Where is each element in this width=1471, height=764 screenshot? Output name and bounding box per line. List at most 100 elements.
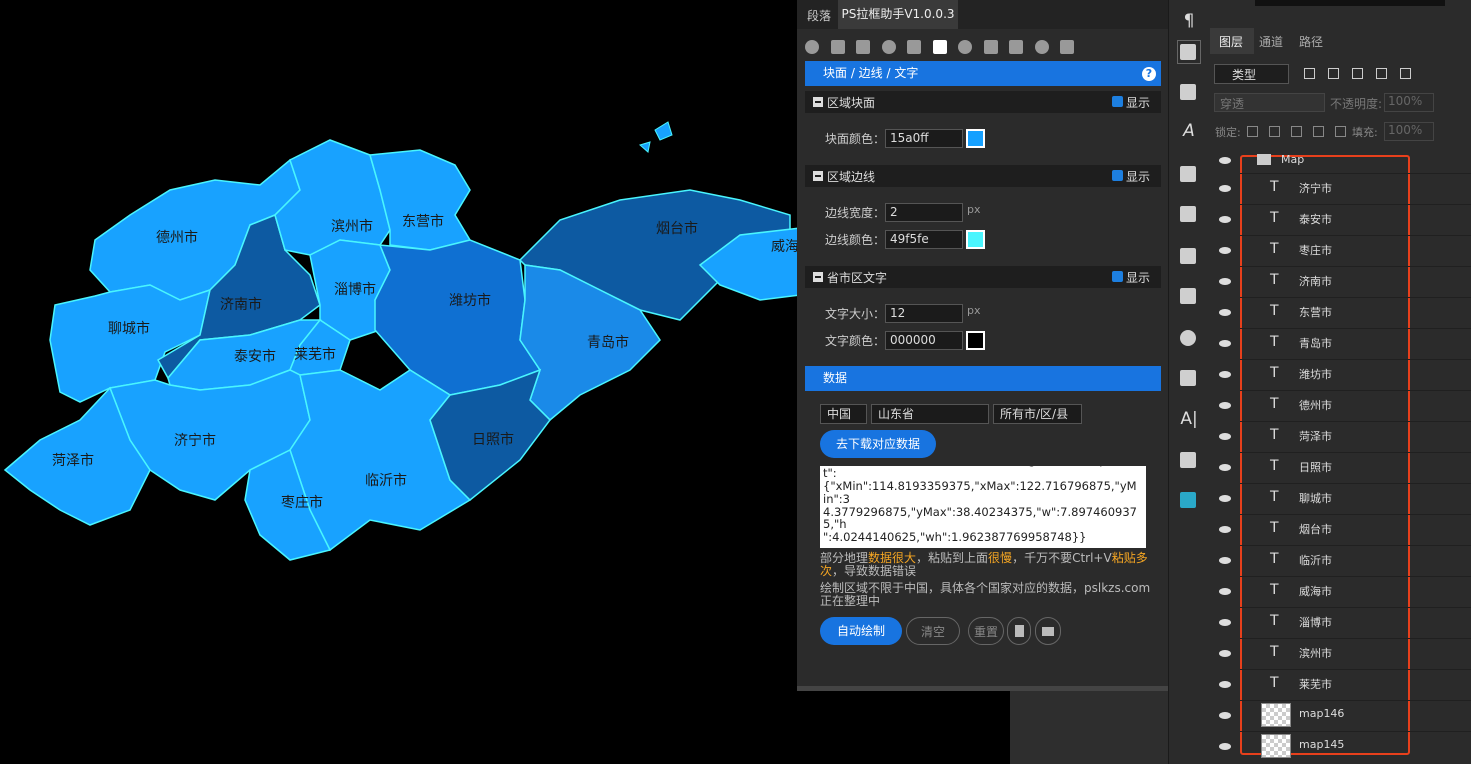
visibility-eye[interactable]	[1219, 216, 1231, 223]
visibility-eye[interactable]	[1219, 712, 1231, 719]
field-input[interactable]: 2	[885, 203, 963, 222]
visibility-eye[interactable]	[1219, 309, 1231, 316]
section-row[interactable]	[805, 91, 1161, 113]
layers-tab[interactable]: 路径	[1299, 35, 1324, 49]
color-swatch[interactable]	[966, 129, 985, 148]
layer-name[interactable]: 泰安市	[1299, 213, 1332, 226]
tool-icon[interactable]	[1180, 84, 1196, 100]
tool-icon[interactable]	[805, 40, 819, 54]
layer-name[interactable]: 济南市	[1299, 275, 1332, 288]
tool-icon[interactable]	[1180, 166, 1196, 182]
layer-name[interactable]: 日照市	[1299, 461, 1332, 474]
section-header[interactable]: 数据	[805, 366, 1161, 391]
tool-icon[interactable]	[958, 40, 972, 54]
filter-icon[interactable]	[1400, 68, 1411, 79]
tool-icon[interactable]	[1180, 452, 1196, 468]
layer-name[interactable]: 枣庄市	[1299, 244, 1332, 257]
tool-glyph[interactable]: A|	[1180, 409, 1198, 429]
tool-icon[interactable]	[907, 40, 921, 54]
tool-icon[interactable]	[830, 40, 845, 54]
color-swatch[interactable]	[966, 230, 985, 249]
layer-name[interactable]: 潍坊市	[1299, 368, 1332, 381]
tool-icon[interactable]	[856, 40, 870, 54]
lock-icon[interactable]	[1269, 126, 1280, 137]
layer-name[interactable]: 烟台市	[1299, 523, 1332, 536]
checkbox[interactable]	[1112, 170, 1123, 181]
tool-icon[interactable]	[1180, 248, 1196, 264]
visibility-eye[interactable]	[1219, 371, 1231, 378]
reset-button[interactable]: 重置	[968, 617, 1004, 645]
checkbox[interactable]	[1112, 271, 1123, 282]
opacity-input[interactable]: 100%	[1384, 93, 1434, 112]
layer-name[interactable]: 淄博市	[1299, 616, 1332, 629]
field-input[interactable]: 15a0ff	[885, 129, 963, 148]
tool-icon[interactable]	[1034, 40, 1049, 54]
select[interactable]: 中国	[820, 404, 867, 424]
visibility-eye[interactable]	[1219, 278, 1231, 285]
select[interactable]: 所有市/区/县	[993, 404, 1082, 424]
layer-name[interactable]: 东营市	[1299, 306, 1332, 319]
tool-icon[interactable]	[1180, 370, 1196, 386]
clear-button[interactable]: 清空	[906, 617, 960, 645]
tool-glyph[interactable]: A	[1183, 121, 1195, 141]
layer-name[interactable]: map146	[1299, 707, 1345, 720]
tool-icon[interactable]	[1009, 40, 1023, 54]
color-swatch[interactable]	[966, 331, 985, 350]
tool-active[interactable]	[1177, 40, 1201, 64]
tool-icon[interactable]	[1180, 44, 1196, 60]
tool-icon[interactable]	[1180, 330, 1196, 346]
layers-tab[interactable]: 图层	[1219, 35, 1244, 49]
tool-icon[interactable]	[1180, 288, 1196, 304]
visibility-eye[interactable]	[1219, 619, 1231, 626]
visibility-eye[interactable]	[1219, 433, 1231, 440]
tool-icon[interactable]	[983, 40, 998, 54]
section-header[interactable]: 块面 / 边线 / 文字	[805, 61, 1161, 86]
visibility-eye[interactable]	[1219, 495, 1231, 502]
layer-name[interactable]: 德州市	[1299, 399, 1332, 412]
visibility-eye[interactable]	[1219, 526, 1231, 533]
download-button[interactable]: 去下载对应数据	[820, 430, 936, 458]
tool-icon[interactable]	[1180, 206, 1196, 222]
filter-icon[interactable]	[1304, 68, 1315, 79]
layer-name[interactable]: 莱芜市	[1299, 678, 1332, 691]
tab-active[interactable]: PS拉框助手V1.0.0.3	[838, 0, 958, 29]
textarea[interactable]: [117.39405125,34.5360078125], [117.39355…	[820, 466, 1146, 548]
visibility-eye[interactable]	[1219, 588, 1231, 595]
field-input[interactable]: 12	[885, 304, 963, 323]
layers-tab[interactable]: 通道	[1259, 35, 1284, 49]
tab-active[interactable]	[1210, 28, 1254, 54]
fill-input[interactable]: 100%	[1384, 122, 1434, 141]
layer-name[interactable]: 济宁市	[1299, 182, 1332, 195]
group-name[interactable]: Map	[1281, 153, 1305, 166]
visibility-eye[interactable]	[1219, 185, 1231, 192]
help-icon[interactable]: ?	[1142, 67, 1156, 81]
visibility-eye[interactable]	[1219, 650, 1231, 657]
layer-name[interactable]: 威海市	[1299, 585, 1332, 598]
tool-glyph[interactable]: ¶	[1183, 11, 1195, 31]
checkbox[interactable]	[1112, 96, 1123, 107]
layer-name[interactable]: 聊城市	[1299, 492, 1332, 505]
tool-icon[interactable]	[1060, 40, 1074, 54]
layer-name[interactable]: 临沂市	[1299, 554, 1332, 567]
visibility-eye[interactable]	[1219, 464, 1231, 471]
tool-icon[interactable]	[932, 40, 947, 54]
draw-button[interactable]: 自动绘制	[820, 617, 902, 645]
file-button[interactable]	[1007, 617, 1031, 645]
select[interactable]: 山东省	[871, 404, 989, 424]
section-row[interactable]	[805, 266, 1161, 288]
visibility-eye[interactable]	[1219, 557, 1231, 564]
layer-name[interactable]: map145	[1299, 738, 1345, 751]
field-input[interactable]: 49f5fe	[885, 230, 963, 249]
visibility-eye[interactable]	[1219, 743, 1231, 750]
group-folder[interactable]	[1257, 154, 1271, 165]
blend-select[interactable]	[1214, 93, 1325, 112]
lock-icon[interactable]	[1335, 126, 1346, 137]
visibility-eye[interactable]	[1219, 157, 1231, 164]
lock-icon[interactable]	[1313, 126, 1324, 137]
layer-name[interactable]: 菏泽市	[1299, 430, 1332, 443]
section-row[interactable]	[805, 165, 1161, 187]
visibility-eye[interactable]	[1219, 681, 1231, 688]
visibility-eye[interactable]	[1219, 340, 1231, 347]
filter-icon[interactable]	[1328, 68, 1339, 79]
visibility-eye[interactable]	[1219, 402, 1231, 409]
